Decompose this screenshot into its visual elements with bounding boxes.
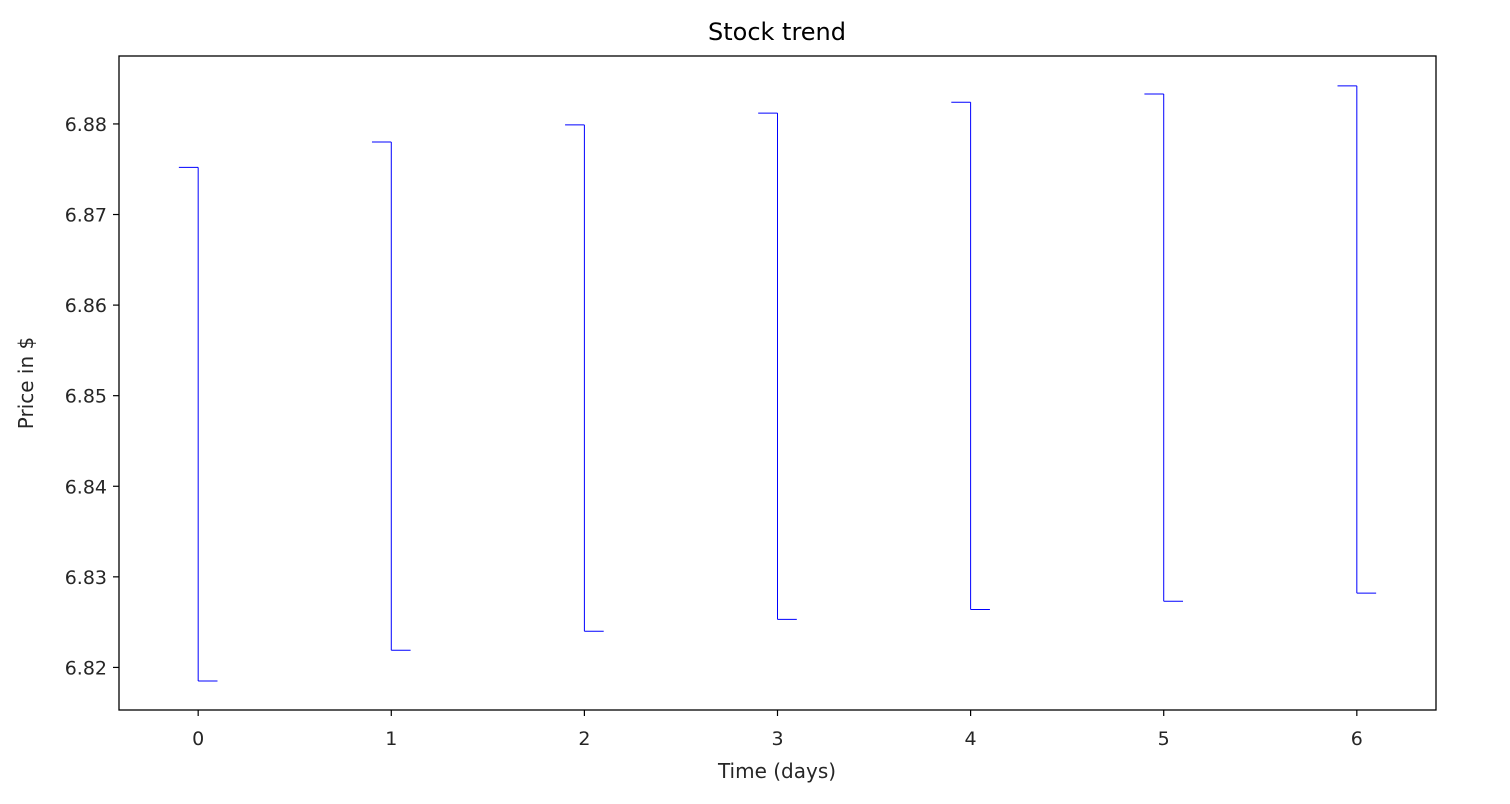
ohlc-bar	[1144, 93, 1184, 602]
y-axis-label: Price in $	[14, 337, 38, 429]
x-tick-label: 5	[1158, 728, 1170, 750]
x-tick-label: 3	[771, 728, 783, 750]
x-tick-label: 2	[578, 728, 590, 750]
plot-area	[178, 85, 1377, 682]
chart-title: Stock trend	[708, 18, 846, 46]
ohlc-bar	[565, 124, 604, 632]
y-tick-label: 6.86	[65, 295, 107, 317]
y-tick-label: 6.84	[65, 476, 107, 498]
y-tick-label: 6.85	[65, 386, 107, 408]
ohlc-bar	[951, 101, 990, 610]
x-tick-label: 0	[192, 728, 204, 750]
x-tick-label: 1	[385, 728, 397, 750]
y-tick-label: 6.83	[65, 567, 107, 589]
y-tick-label: 6.82	[65, 657, 107, 679]
y-axis: 6.82 6.83 6.84 6.85 6.86 6.87 6.88	[65, 114, 119, 679]
ohlc-bar	[1337, 85, 1377, 594]
x-tick-label: 4	[965, 728, 977, 750]
x-axis-label: Time (days)	[717, 759, 836, 783]
y-tick-label: 6.87	[65, 205, 107, 227]
x-axis: 0 1 2 3 4 5 6	[192, 710, 1363, 750]
x-tick-label: 6	[1351, 728, 1363, 750]
ohlc-bar	[178, 166, 218, 682]
ohlc-bar	[371, 141, 411, 651]
ohlc-bar	[758, 112, 797, 620]
y-tick-label: 6.88	[65, 114, 107, 136]
